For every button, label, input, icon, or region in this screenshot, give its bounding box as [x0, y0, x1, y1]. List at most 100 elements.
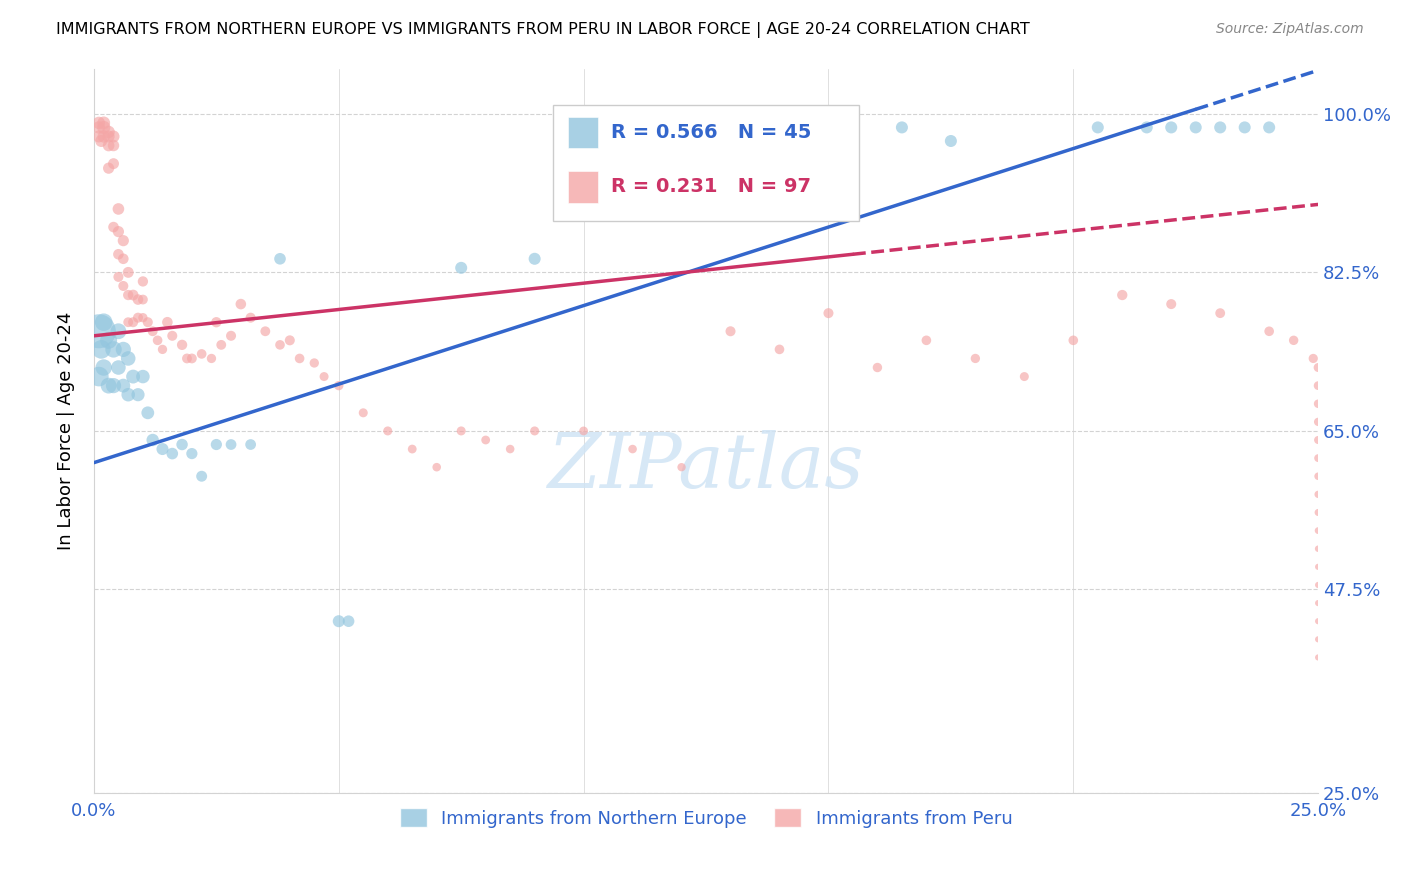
Point: [152, 442, 174, 456]
Point: [219, 437, 242, 451]
Point: [132, 310, 155, 325]
Point: [112, 378, 135, 392]
Point: [112, 343, 135, 357]
Point: [1160, 297, 1182, 311]
Point: [1136, 120, 1159, 135]
Point: [205, 315, 228, 329]
Point: [205, 437, 228, 451]
Point: [474, 433, 496, 447]
Point: [97, 378, 120, 392]
Point: [103, 220, 125, 235]
FancyBboxPatch shape: [568, 171, 599, 202]
Point: [112, 252, 135, 266]
Point: [180, 351, 202, 366]
Point: [117, 315, 139, 329]
Point: [1308, 650, 1330, 665]
Y-axis label: In Labor Force | Age 20-24: In Labor Force | Age 20-24: [58, 311, 75, 550]
Point: [1111, 288, 1133, 302]
Point: [254, 324, 277, 338]
Point: [1308, 451, 1330, 466]
Point: [278, 334, 301, 348]
Point: [1308, 596, 1330, 610]
Point: [1160, 120, 1182, 135]
Point: [352, 406, 374, 420]
Point: [117, 288, 139, 302]
Point: [132, 369, 155, 384]
Point: [142, 324, 165, 338]
Point: [87, 129, 110, 144]
Point: [304, 356, 326, 370]
Point: [122, 369, 145, 384]
Point: [87, 116, 110, 130]
Point: [720, 324, 742, 338]
Point: [209, 338, 232, 352]
Text: ZIPatlas: ZIPatlas: [548, 430, 865, 504]
Point: [93, 360, 115, 375]
Point: [1308, 524, 1330, 538]
Point: [90, 134, 112, 148]
Point: [1258, 324, 1281, 338]
Point: [112, 234, 135, 248]
Point: [842, 120, 865, 135]
Point: [107, 360, 129, 375]
Point: [1308, 378, 1330, 392]
Point: [122, 315, 145, 329]
Point: [127, 293, 149, 307]
Point: [817, 306, 839, 320]
Point: [107, 225, 129, 239]
Point: [269, 338, 291, 352]
Point: [107, 269, 129, 284]
Point: [401, 442, 423, 456]
Point: [127, 387, 149, 401]
Point: [97, 138, 120, 153]
Point: [939, 134, 962, 148]
Point: [170, 437, 193, 451]
Point: [156, 315, 179, 329]
Point: [1282, 334, 1305, 348]
Text: R = 0.566   N = 45: R = 0.566 N = 45: [610, 123, 811, 142]
Text: IMMIGRANTS FROM NORTHERN EUROPE VS IMMIGRANTS FROM PERU IN LABOR FORCE | AGE 20-: IMMIGRANTS FROM NORTHERN EUROPE VS IMMIG…: [56, 22, 1031, 38]
Point: [1233, 120, 1256, 135]
Point: [190, 347, 212, 361]
Point: [1308, 415, 1330, 429]
Point: [117, 351, 139, 366]
Point: [1209, 120, 1232, 135]
Point: [793, 120, 815, 135]
Point: [1308, 541, 1330, 556]
Point: [866, 360, 889, 375]
Text: Source: ZipAtlas.com: Source: ZipAtlas.com: [1216, 22, 1364, 37]
Point: [1302, 351, 1324, 366]
Point: [170, 338, 193, 352]
Point: [1308, 506, 1330, 520]
Point: [523, 424, 546, 438]
Point: [107, 202, 129, 216]
Point: [87, 120, 110, 135]
FancyBboxPatch shape: [568, 117, 599, 148]
Point: [87, 369, 110, 384]
Point: [915, 334, 938, 348]
Point: [162, 328, 184, 343]
Point: [328, 378, 350, 392]
Point: [499, 442, 522, 456]
Point: [328, 614, 350, 628]
Point: [1308, 360, 1330, 375]
Legend: Immigrants from Northern Europe, Immigrants from Peru: Immigrants from Northern Europe, Immigra…: [392, 801, 1019, 835]
Point: [621, 442, 644, 456]
Point: [136, 315, 159, 329]
Point: [239, 310, 262, 325]
Point: [90, 343, 112, 357]
Point: [1014, 369, 1036, 384]
Point: [103, 378, 125, 392]
Point: [1308, 632, 1330, 647]
Point: [97, 161, 120, 176]
Point: [142, 433, 165, 447]
Point: [127, 310, 149, 325]
Point: [671, 460, 693, 475]
Point: [190, 469, 212, 483]
Point: [107, 247, 129, 261]
Point: [132, 275, 155, 289]
Point: [450, 260, 472, 275]
Point: [97, 334, 120, 348]
Text: R = 0.231   N = 97: R = 0.231 N = 97: [610, 178, 810, 196]
Point: [112, 279, 135, 293]
